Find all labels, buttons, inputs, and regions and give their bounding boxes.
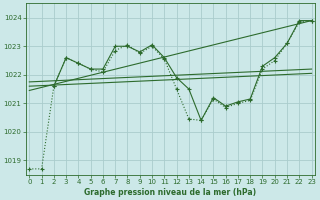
X-axis label: Graphe pression niveau de la mer (hPa): Graphe pression niveau de la mer (hPa): [84, 188, 257, 197]
